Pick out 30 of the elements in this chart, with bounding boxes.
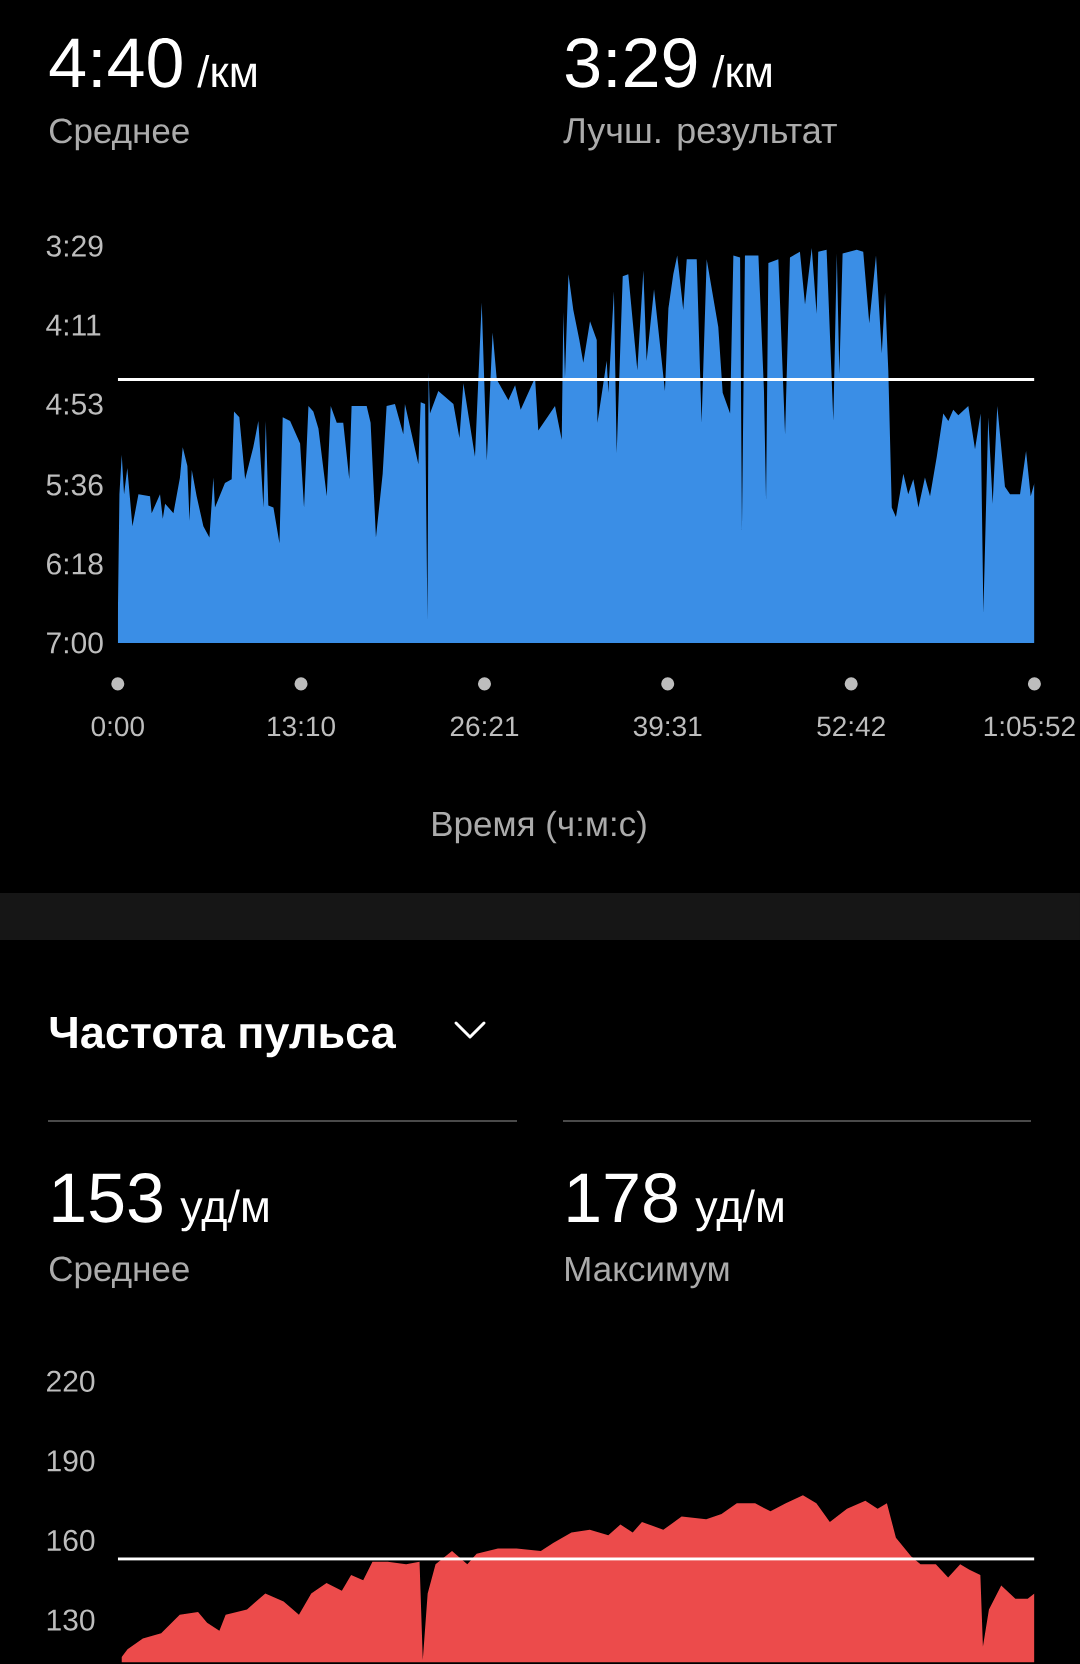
text: 3:29 xyxy=(565,38,697,88)
text: уд/м xyxy=(695,1189,783,1232)
x-tick-label: 39:31 xyxy=(633,716,702,737)
x-tick-label: 52:42 xyxy=(817,716,885,737)
y-tick-label: 3:29 xyxy=(46,235,103,257)
y-tick-label: 130 xyxy=(47,1609,95,1631)
y-tick-label: 5:36 xyxy=(46,474,103,496)
text: 178 xyxy=(568,1173,677,1223)
text: 4:40 xyxy=(49,38,182,88)
chart-title: Частота пульса xyxy=(50,1017,396,1058)
y-tick-label: 220 xyxy=(47,1370,95,1392)
text: Среднее xyxy=(49,118,189,151)
text: /км xyxy=(197,55,256,88)
text: 153 xyxy=(53,1173,162,1223)
y-tick-label: 190 xyxy=(47,1450,95,1472)
x-tick-label: 0:00 xyxy=(91,716,144,737)
y-tick-label: 4:11 xyxy=(46,314,101,336)
x-tick-label: 13:10 xyxy=(268,716,335,737)
text: Лучш. результат xyxy=(563,118,837,151)
y-tick-label: 6:18 xyxy=(47,553,103,575)
text: /км xyxy=(712,55,771,88)
x-tick-label: 26:21 xyxy=(450,716,519,737)
x-axis-title: Время (ч:м:с) xyxy=(433,810,646,844)
text: уд/м xyxy=(180,1189,268,1232)
x-tick-label: 1:05:52 xyxy=(984,716,1075,737)
text: Среднее xyxy=(49,1256,189,1289)
y-tick-label: 160 xyxy=(47,1529,95,1552)
y-tick-label: 7:00 xyxy=(47,632,103,654)
y-tick-label: 4:53 xyxy=(46,393,103,415)
text: Максимум xyxy=(566,1256,729,1289)
